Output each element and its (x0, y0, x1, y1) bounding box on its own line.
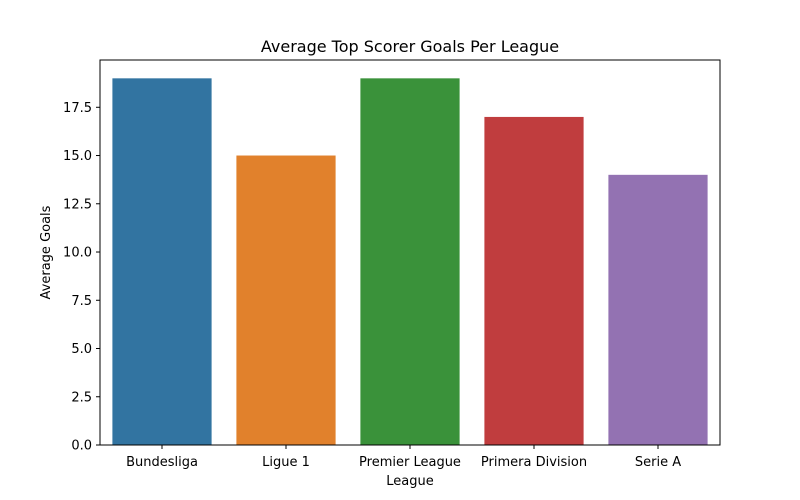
x-axis-label: League (386, 474, 433, 489)
x-tick-label: Bundesliga (126, 455, 198, 470)
y-tick-label: 5.0 (71, 342, 92, 357)
plot-area-frame (99, 59, 721, 446)
y-tick-label: 7.5 (71, 294, 92, 309)
x-tick-label: Premier League (359, 455, 461, 470)
bar-primera-division (484, 116, 584, 446)
y-tick-label: 10.0 (63, 246, 92, 261)
bar-bundesliga (112, 78, 212, 445)
x-tick-label: Serie A (635, 455, 681, 470)
bars-group (112, 78, 708, 446)
bar-premier-league (360, 78, 460, 445)
y-axis-label: Average Goals (39, 205, 54, 299)
y-tick-label: 12.5 (63, 197, 92, 212)
bar-serie-a (608, 174, 708, 445)
y-tick-label: 17.5 (63, 101, 92, 116)
x-tick-label: Primera Division (481, 455, 587, 470)
y-tick-label: 15.0 (63, 149, 92, 164)
y-axis-ticks: 0.0 2.5 5.0 7.5 10.0 12.5 15.0 17.5 (63, 101, 100, 454)
y-tick-label: 0.0 (71, 439, 92, 454)
bar-ligue-1 (236, 155, 336, 446)
y-tick-label: 2.5 (71, 390, 92, 405)
x-axis-ticks: Bundesliga Ligue 1 Premier League Primera D… (126, 445, 681, 470)
x-tick-label: Ligue 1 (262, 455, 310, 470)
chart-title: Average Top Scorer Goals Per League (261, 37, 559, 56)
